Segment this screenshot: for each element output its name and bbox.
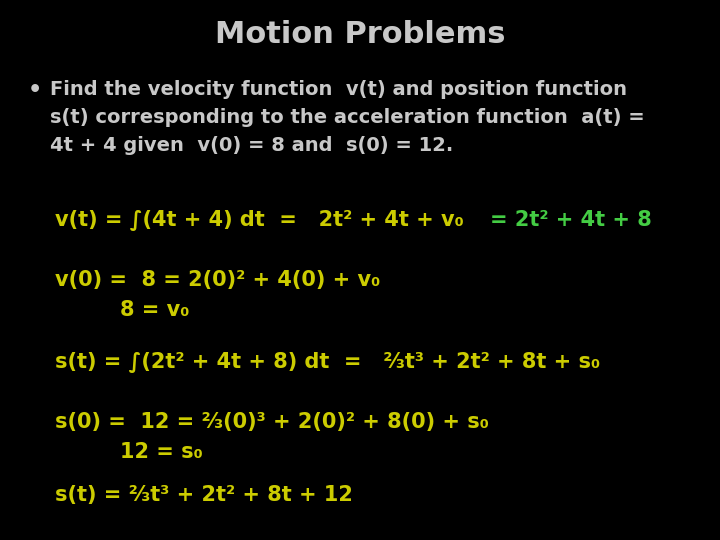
Text: = 2t² + 4t + 8: = 2t² + 4t + 8 xyxy=(490,210,652,230)
Text: v(0) =  8 = 2(0)² + 4(0) + v₀: v(0) = 8 = 2(0)² + 4(0) + v₀ xyxy=(55,270,380,290)
Text: 12 = s₀: 12 = s₀ xyxy=(120,442,203,462)
Text: s(t) = ⅔t³ + 2t² + 8t + 12: s(t) = ⅔t³ + 2t² + 8t + 12 xyxy=(55,485,353,505)
Text: v(t) = ∫(4t + 4) dt  =   2t² + 4t + v₀: v(t) = ∫(4t + 4) dt = 2t² + 4t + v₀ xyxy=(55,210,464,231)
Text: s(t) corresponding to the acceleration function  a(t) =: s(t) corresponding to the acceleration f… xyxy=(50,108,644,127)
Text: Find the velocity function  v(t) and position function: Find the velocity function v(t) and posi… xyxy=(50,80,627,99)
Text: s(t) = ∫(2t² + 4t + 8) dt  =   ⅔t³ + 2t² + 8t + s₀: s(t) = ∫(2t² + 4t + 8) dt = ⅔t³ + 2t² + … xyxy=(55,352,600,373)
Text: •: • xyxy=(28,80,42,100)
Text: Motion Problems: Motion Problems xyxy=(215,20,505,49)
Text: s(0) =  12 = ⅔(0)³ + 2(0)² + 8(0) + s₀: s(0) = 12 = ⅔(0)³ + 2(0)² + 8(0) + s₀ xyxy=(55,412,489,432)
Text: 4t + 4 given  v(0) = 8 and  s(0) = 12.: 4t + 4 given v(0) = 8 and s(0) = 12. xyxy=(50,136,454,155)
Text: 8 = v₀: 8 = v₀ xyxy=(120,300,189,320)
